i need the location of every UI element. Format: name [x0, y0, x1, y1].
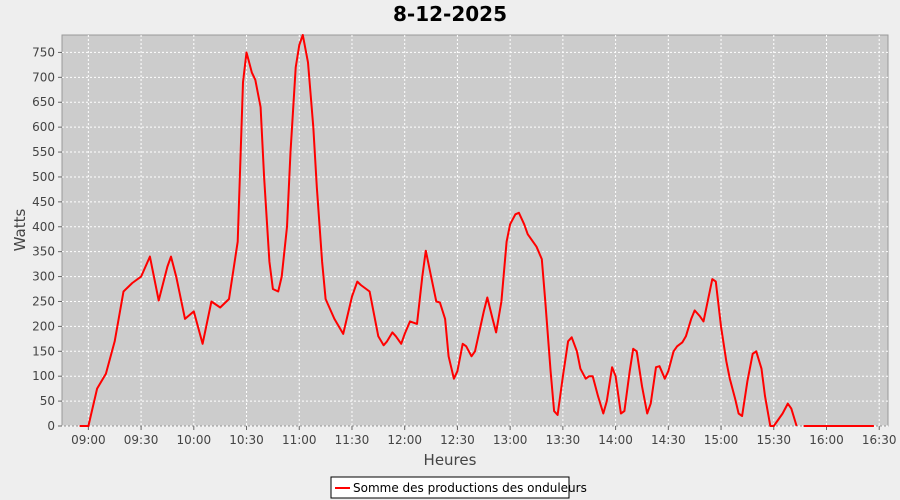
x-tick-label: 13:30: [546, 433, 581, 447]
y-tick-label: 100: [32, 369, 55, 383]
data-line: [79, 34, 874, 427]
x-tick-label: 11:00: [282, 433, 317, 447]
x-tick-label: 09:30: [124, 433, 159, 447]
y-tick-label: 350: [32, 245, 55, 259]
y-tick-label: 400: [32, 220, 55, 234]
y-axis-label: Watts: [11, 209, 29, 252]
x-axis-label: Heures: [424, 451, 477, 469]
y-tick-label: 550: [32, 145, 55, 159]
y-tick-label: 250: [32, 294, 55, 308]
x-tick-label: 12:30: [440, 433, 475, 447]
legend-box: [330, 476, 570, 499]
x-tick-label: 15:00: [704, 433, 739, 447]
x-tick-label: 16:30: [862, 433, 897, 447]
x-tick-label: 10:30: [229, 433, 264, 447]
x-tick-label: 11:30: [335, 433, 370, 447]
x-tick-label: 14:30: [651, 433, 686, 447]
y-tick-label: 600: [32, 120, 55, 134]
x-tick-label: 13:00: [493, 433, 528, 447]
y-tick-label: 150: [32, 344, 55, 358]
y-tick-label: 450: [32, 195, 55, 209]
chart-title: 8-12-2025: [393, 2, 507, 26]
y-tick-label: 300: [32, 270, 55, 284]
y-tick-label: 650: [32, 95, 55, 109]
y-tick-label: 50: [40, 394, 55, 408]
x-tick-label: 09:00: [71, 433, 106, 447]
legend-label: Somme des productions des onduleurs: [353, 481, 587, 495]
y-tick-label: 750: [32, 45, 55, 59]
y-tick-label: 0: [47, 419, 55, 433]
plot-area: [61, 34, 889, 427]
y-tick-label: 200: [32, 319, 55, 333]
y-tick-label: 700: [32, 70, 55, 84]
x-tick-label: 10:00: [177, 433, 212, 447]
x-tick-label: 15:30: [756, 433, 791, 447]
y-tick-label: 500: [32, 170, 55, 184]
x-tick-label: 12:00: [387, 433, 422, 447]
x-tick-label: 14:00: [598, 433, 633, 447]
legend: Somme des productions des onduleurs: [330, 476, 587, 499]
x-tick-label: 16:00: [809, 433, 844, 447]
